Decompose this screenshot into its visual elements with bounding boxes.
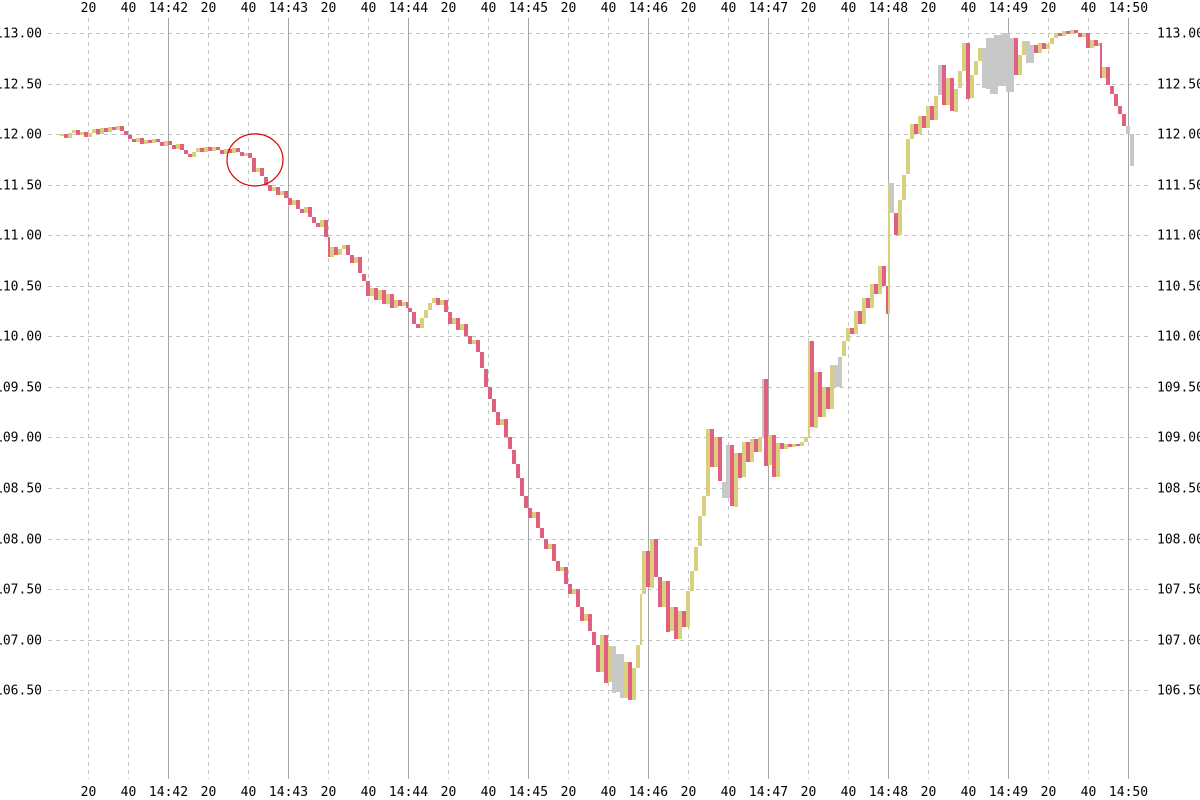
- price-axis-label-left: 110.50: [0, 280, 42, 295]
- price-axis-label-right: 112.50: [1157, 78, 1200, 93]
- time-axis-label-bottom: 40: [481, 785, 497, 800]
- time-axis-label-top: 20: [81, 1, 97, 16]
- price-axis-label-left: 111.50: [0, 179, 42, 194]
- time-axis-label-top: 40: [1081, 1, 1097, 16]
- price-axis-label-left: 106.50: [0, 684, 42, 699]
- time-axis-label-bottom: 20: [561, 785, 577, 800]
- time-axis-label-bottom: 14:50: [1109, 785, 1148, 800]
- time-axis-label-bottom: 40: [241, 785, 257, 800]
- time-axis-label-top: 40: [961, 1, 977, 16]
- time-axis-label-bottom: 40: [1081, 785, 1097, 800]
- time-axis-label-top: 14:48: [869, 1, 908, 16]
- time-axis-label-top: 14:46: [629, 1, 668, 16]
- time-axis-label-bottom: 14:46: [629, 785, 668, 800]
- price-bars: [60, 30, 1134, 700]
- price-axis-label-right: 109.50: [1157, 381, 1200, 396]
- time-axis-label-top: 14:42: [149, 1, 188, 16]
- price-axis-label-right: 107.00: [1157, 634, 1200, 649]
- time-axis-label-top: 20: [561, 1, 577, 16]
- time-axis-label-bottom: 20: [801, 785, 817, 800]
- price-axis-label-right: 108.00: [1157, 533, 1200, 548]
- time-axis-label-bottom: 20: [1041, 785, 1057, 800]
- price-axis-label-left: 107.50: [0, 583, 42, 598]
- time-axis-label-bottom: 20: [681, 785, 697, 800]
- time-axis-label-top: 40: [721, 1, 737, 16]
- time-axis-label-top: 40: [841, 1, 857, 16]
- time-axis-label-bottom: 14:48: [869, 785, 908, 800]
- time-axis-label-top: 40: [481, 1, 497, 16]
- time-axis-label-bottom: 20: [321, 785, 337, 800]
- time-axis-label-top: 20: [441, 1, 457, 16]
- time-axis-label-bottom: 40: [601, 785, 617, 800]
- time-axis-label-top: 14:47: [749, 1, 788, 16]
- time-axis-label-bottom: 40: [841, 785, 857, 800]
- time-axis-label-bottom: 14:47: [749, 785, 788, 800]
- time-axis-label-bottom: 40: [361, 785, 377, 800]
- time-axis-label-top: 20: [801, 1, 817, 16]
- price-axis-label-right: 112.00: [1157, 128, 1200, 143]
- price-axis-label-right: 113.00: [1157, 27, 1200, 42]
- time-axis-label-bottom: 40: [961, 785, 977, 800]
- price-axis-label-left: 112.50: [0, 78, 42, 93]
- price-axis-label-left: 107.00: [0, 634, 42, 649]
- time-axis-label-bottom: 20: [441, 785, 457, 800]
- time-axis-label-bottom: 14:42: [149, 785, 188, 800]
- time-axis-label-top: 20: [1041, 1, 1057, 16]
- time-axis-label-bottom: 40: [721, 785, 737, 800]
- time-axis-label-top: 14:49: [989, 1, 1028, 16]
- price-axis-label-right: 111.00: [1157, 229, 1200, 244]
- price-axis-label-left: 109.50: [0, 381, 42, 396]
- time-axis-label-top: 40: [601, 1, 617, 16]
- price-axis-label-left: 113.00: [0, 27, 42, 42]
- price-axis-label-right: 110.50: [1157, 280, 1200, 295]
- time-axis-label-bottom: 14:45: [509, 785, 548, 800]
- time-axis-label-top: 20: [321, 1, 337, 16]
- price-axis-label-left: 108.00: [0, 533, 42, 548]
- price-axis-label-right: 111.50: [1157, 179, 1200, 194]
- time-axis-label-top: 14:45: [509, 1, 548, 16]
- time-axis-label-top: 20: [921, 1, 937, 16]
- time-axis-label-top: 20: [681, 1, 697, 16]
- highlight-circle-annotation: [226, 133, 284, 187]
- time-axis-label-bottom: 14:44: [389, 785, 428, 800]
- price-gridlines: 113.00 113.00 112.50 112.50 112.00 112.00 111.…: [0, 27, 1200, 699]
- time-axis-label-top: 20: [201, 1, 217, 16]
- time-axis-label-top: 14:43: [269, 1, 308, 16]
- price-axis-label-left: 111.00: [0, 229, 42, 244]
- price-axis-label-left: 108.50: [0, 482, 42, 497]
- price-axis-label-right: 108.50: [1157, 482, 1200, 497]
- price-axis-label-left: 112.00: [0, 128, 42, 143]
- price-axis-label-right: 109.00: [1157, 431, 1200, 446]
- time-axis-label-bottom: 40: [121, 785, 137, 800]
- price-axis-label-left: 110.00: [0, 330, 42, 345]
- price-axis-label-right: 106.50: [1157, 684, 1200, 699]
- price-axis-label-left: 109.00: [0, 431, 42, 446]
- time-axis-label-bottom: 14:49: [989, 785, 1028, 800]
- time-axis-label-bottom: 14:43: [269, 785, 308, 800]
- time-axis-label-top: 14:44: [389, 1, 428, 16]
- time-axis-label-bottom: 20: [921, 785, 937, 800]
- time-axis-label-top: 40: [241, 1, 257, 16]
- price-axis-label-right: 107.50: [1157, 583, 1200, 598]
- time-axis-label-bottom: 20: [81, 785, 97, 800]
- time-axis-label-top: 14:50: [1109, 1, 1148, 16]
- time-axis-label-top: 40: [121, 1, 137, 16]
- time-axis-label-bottom: 20: [201, 785, 217, 800]
- price-axis-label-right: 110.00: [1157, 330, 1200, 345]
- time-axis-label-top: 40: [361, 1, 377, 16]
